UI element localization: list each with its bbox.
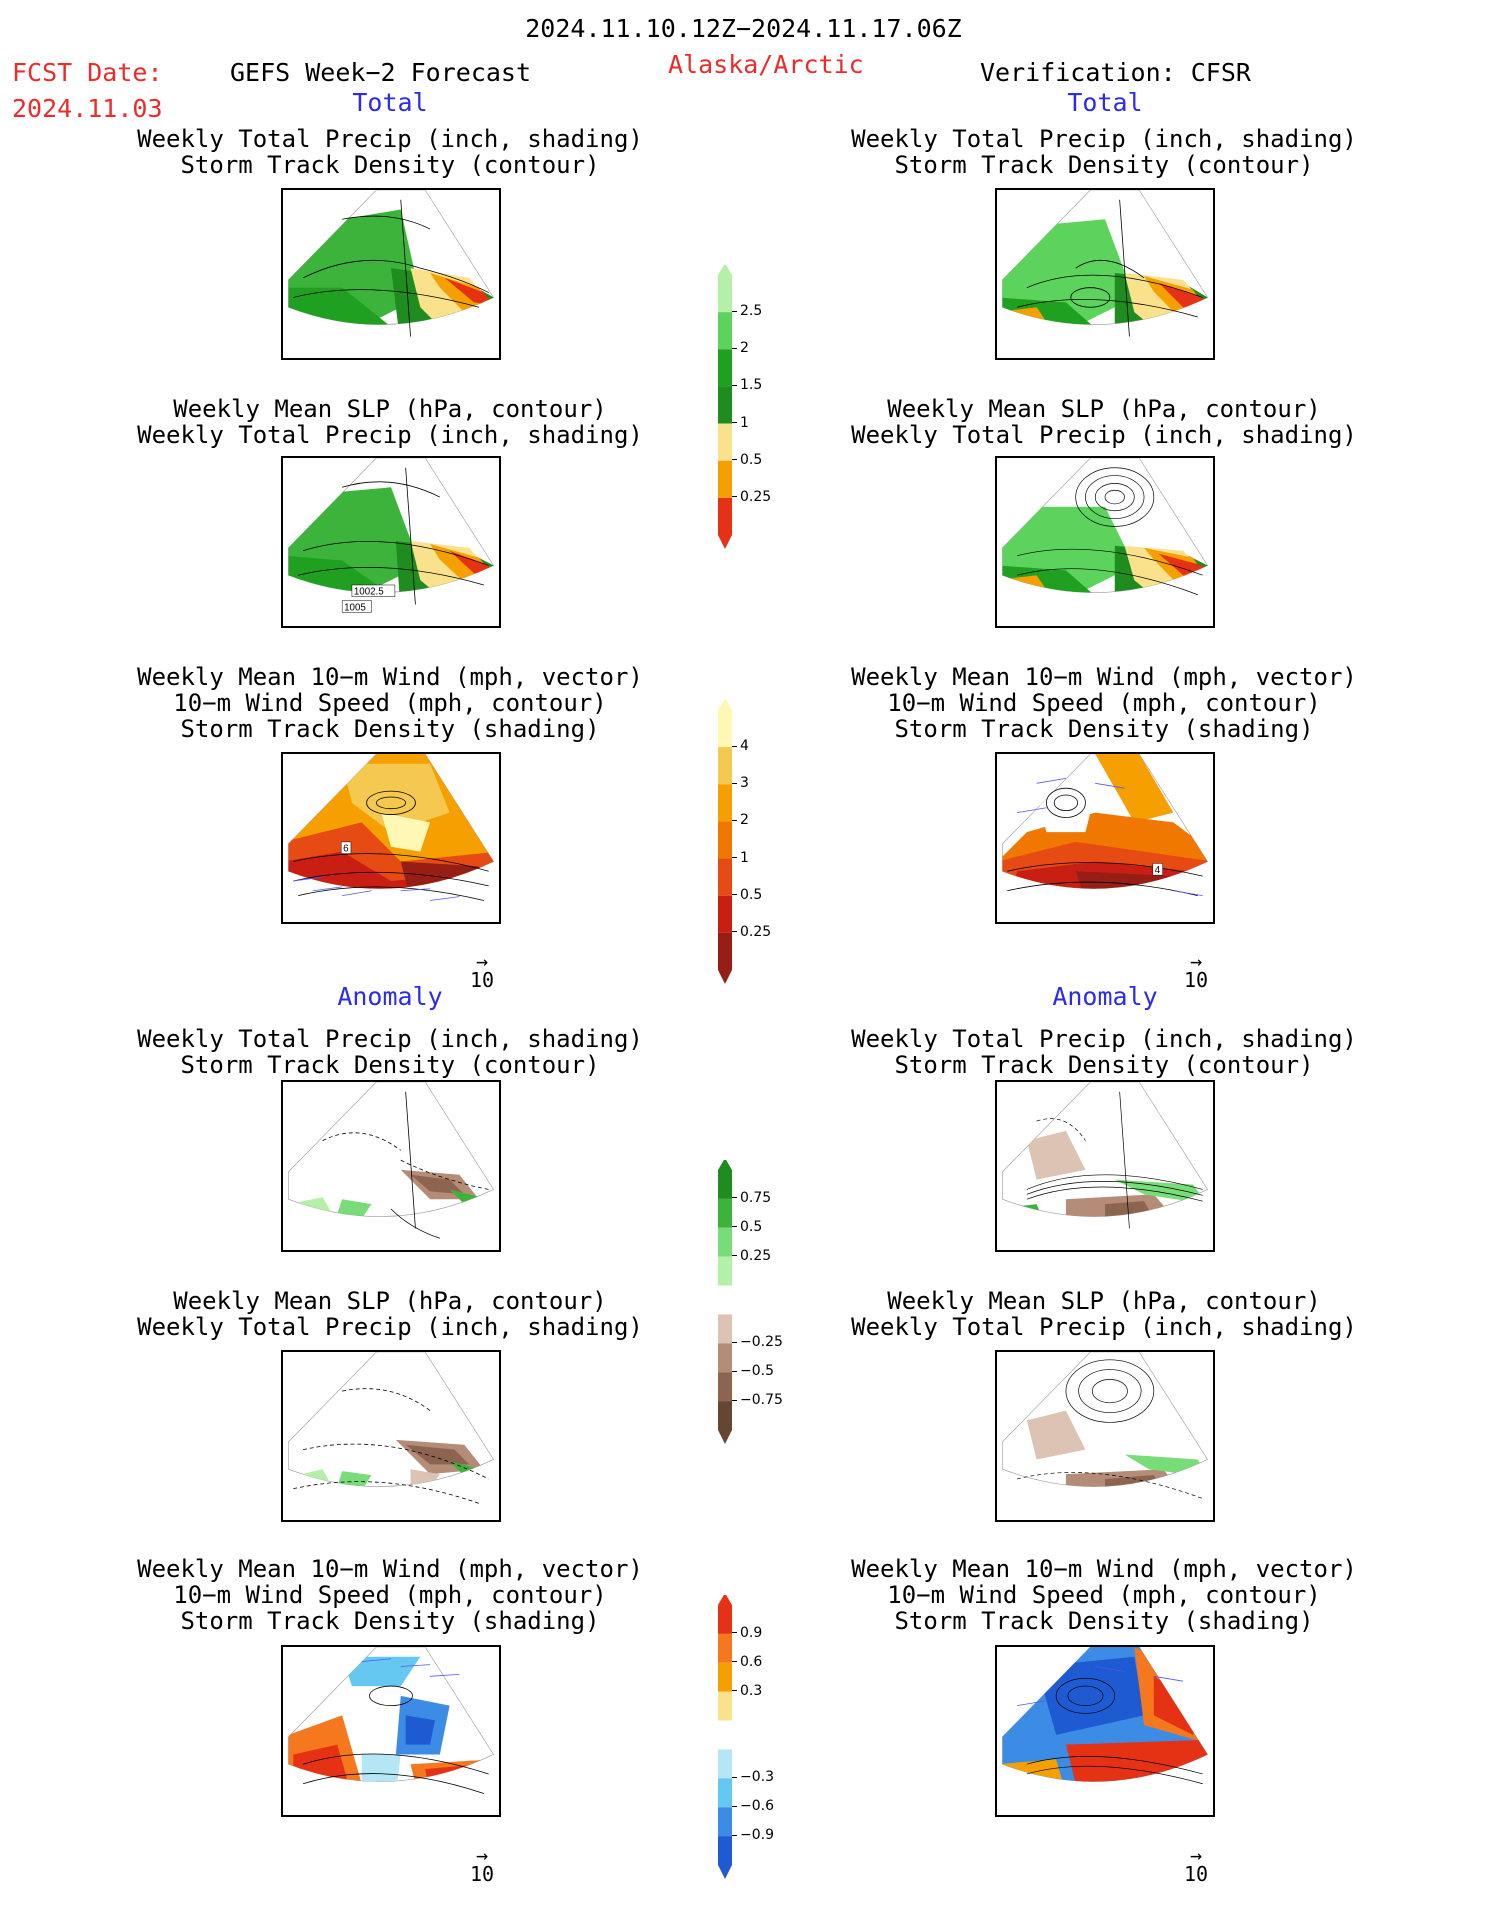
region-label: Alaska/Arctic [668, 50, 864, 79]
colorbar-tick-label: −0.5 [732, 1363, 774, 1379]
date-range: 2024.11.10.12Z−2024.11.17.06Z [525, 14, 962, 43]
colorbar-storm-anom: 0.9 0.6 0.3 −0.3 −0.6 −0.9 [718, 1595, 798, 1885]
map-slp-total-right [995, 456, 1215, 628]
colorbar-tick-label: −0.6 [732, 1798, 774, 1814]
colorbar-tick-label: 0.25 [732, 924, 771, 940]
colorbar-tick-label: 0.5 [732, 1219, 762, 1235]
colorbar-tick-label: 0.5 [732, 452, 762, 468]
vector-ref-2: → 10 [469, 1843, 495, 1886]
colorbar-storm-total: 4 3 2 1 0.5 0.25 [718, 700, 798, 990]
colorbar-tick-label: 0.25 [732, 489, 771, 505]
colorbar-tick-label: 1 [732, 850, 749, 866]
map-wind-anom-left [281, 1645, 501, 1817]
colorbar-tick-label: 2 [732, 340, 749, 356]
vector-ref-4: → 10 [1183, 1843, 1209, 1886]
title-wind-left-2: Weekly Mean 10−m Wind (mph, vector) 10−m… [137, 1555, 643, 1635]
map-wind-anom-right [995, 1645, 1215, 1817]
colorbar-tick-label: 0.9 [732, 1625, 762, 1641]
colorbar-tick-label: −0.9 [732, 1827, 774, 1843]
colorbar-tick-label: 2 [732, 812, 749, 828]
colorbar-tick-label: 3 [732, 775, 749, 791]
title-precip-left-2: Weekly Total Precip (inch, shading) Stor… [137, 1025, 643, 1079]
colorbar-precip-total: 2.5 2 1.5 1 0.5 0.25 [718, 265, 798, 555]
colorbar-tick-label: 4 [732, 738, 749, 754]
title-precip-right-1: Weekly Total Precip (inch, shading) Stor… [851, 125, 1357, 179]
colorbar-shape [718, 1160, 732, 1444]
colorbar-shape [718, 700, 732, 984]
map-wind-total-left: 6 [281, 752, 501, 924]
map-precip-total-right [995, 188, 1215, 360]
colorbar-tick-label: 1 [732, 415, 749, 431]
map-slp-anom-right [995, 1350, 1215, 1522]
colorbar-tick-label: 0.5 [732, 887, 762, 903]
colorbar-tick-label: 0.25 [732, 1248, 771, 1264]
vector-ref-1: → 10 [469, 949, 495, 992]
title-slp-right-1: Weekly Mean SLP (hPa, contour) Weekly To… [851, 395, 1357, 449]
map-slp-anom-left [281, 1350, 501, 1522]
map-precip-anom-right [995, 1080, 1215, 1252]
map-precip-total-left [281, 188, 501, 360]
colorbar-tick-label: −0.3 [732, 1769, 774, 1785]
colorbar-tick-label: 2.5 [732, 303, 762, 319]
colorbar-shape [718, 265, 732, 549]
section-total-right: Total [1067, 88, 1143, 117]
map-slp-total-left: 1002.5 1005 [281, 456, 501, 628]
title-precip-left-1: Weekly Total Precip (inch, shading) Stor… [137, 125, 643, 179]
title-wind-right-2: Weekly Mean 10−m Wind (mph, vector) 10−m… [851, 1555, 1357, 1635]
colorbar-shape [718, 1595, 732, 1879]
colorbar-tick-label: 0.75 [732, 1190, 771, 1206]
colorbar-tick-label: −0.75 [732, 1392, 783, 1408]
title-wind-left-1: Weekly Mean 10−m Wind (mph, vector) 10−m… [137, 663, 643, 743]
title-slp-left-1: Weekly Mean SLP (hPa, contour) Weekly To… [137, 395, 643, 449]
colorbar-tick-label: 1.5 [732, 377, 762, 393]
title-slp-right-2: Weekly Mean SLP (hPa, contour) Weekly To… [851, 1287, 1357, 1341]
verification-label: Verification: CFSR [980, 58, 1251, 87]
section-total-left: Total [352, 88, 428, 117]
vector-ref-3: → 10 [1183, 949, 1209, 992]
colorbar-tick-label: 0.3 [732, 1683, 762, 1699]
title-precip-right-2: Weekly Total Precip (inch, shading) Stor… [851, 1025, 1357, 1079]
model-label: GEFS Week−2 Forecast [230, 58, 532, 87]
colorbar-tick-label: −0.25 [732, 1334, 783, 1350]
contour-label-wind-left: 6 [343, 844, 348, 855]
contour-label-slp-1: 1002.5 [354, 587, 384, 598]
title-slp-left-2: Weekly Mean SLP (hPa, contour) Weekly To… [137, 1287, 643, 1341]
map-wind-total-right: 4 [995, 752, 1215, 924]
section-anomaly-left: Anomaly [337, 982, 443, 1011]
fcst-label: FCST Date: [12, 58, 163, 87]
fcst-date: 2024.11.03 [12, 94, 163, 123]
contour-label-wind-right: 4 [1155, 865, 1161, 876]
map-precip-anom-left [281, 1080, 501, 1252]
section-anomaly-right: Anomaly [1052, 982, 1158, 1011]
colorbar-precip-anom: 0.75 0.5 0.25 −0.25 −0.5 −0.75 [718, 1160, 798, 1450]
contour-label-slp-2: 1005 [344, 602, 366, 613]
title-wind-right-1: Weekly Mean 10−m Wind (mph, vector) 10−m… [851, 663, 1357, 743]
colorbar-tick-label: 0.6 [732, 1654, 762, 1670]
